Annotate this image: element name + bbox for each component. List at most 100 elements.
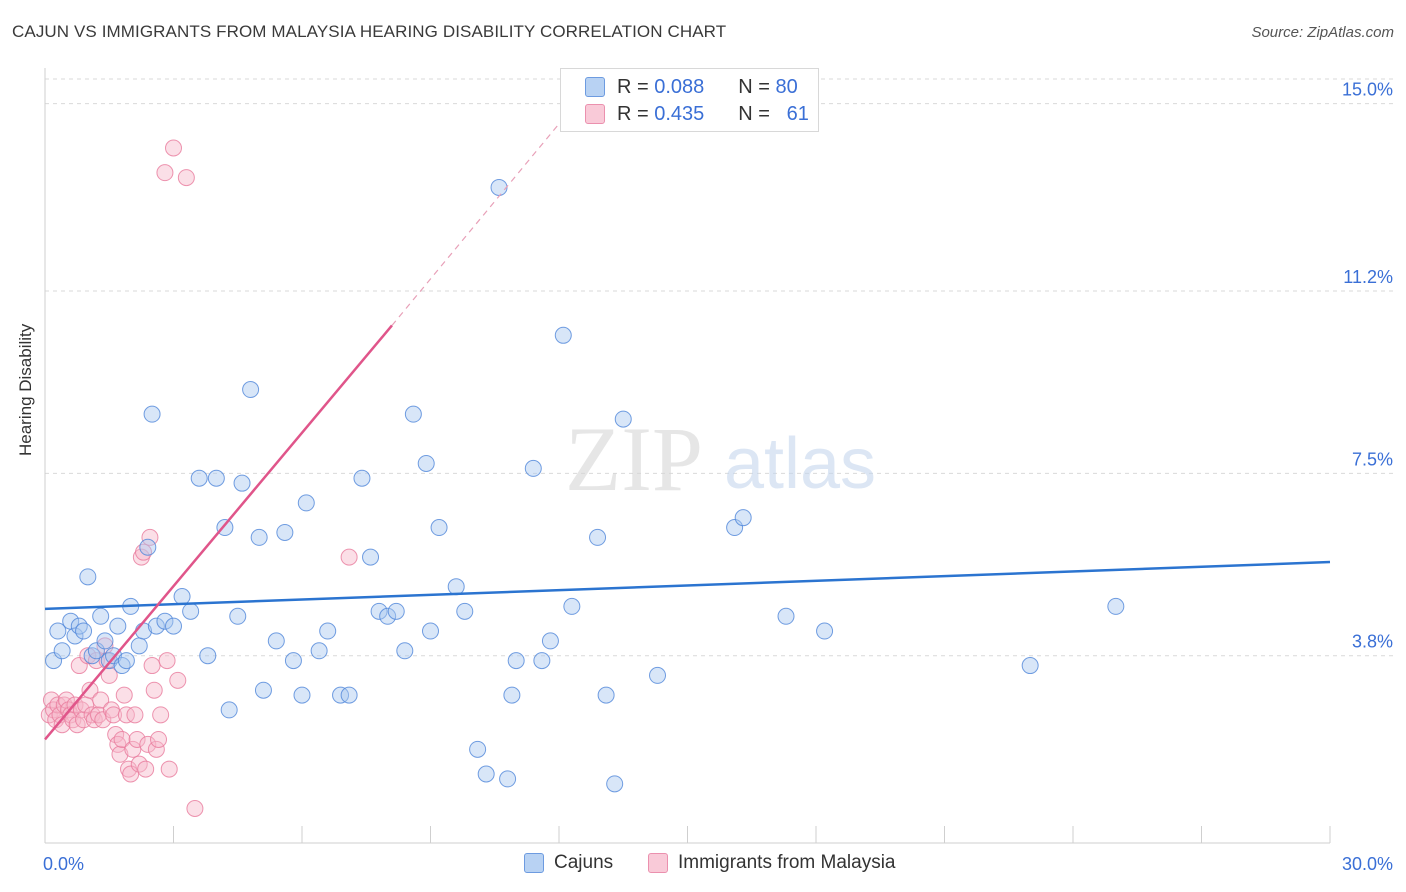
cajun-point <box>75 622 93 640</box>
cajun-point <box>404 405 422 423</box>
cajun-point <box>469 740 487 758</box>
malaysia-point <box>70 657 88 675</box>
legend-row-cajuns: R = 0.088 N = 80 <box>585 75 798 99</box>
malaysia-point <box>160 760 178 778</box>
malaysia-point <box>79 647 97 665</box>
cajun-point <box>340 686 358 704</box>
cajun-point <box>220 701 238 719</box>
cajun-point <box>816 622 834 640</box>
malaysia-point <box>126 706 144 724</box>
malaysia-point <box>150 730 168 748</box>
legend-r-value: 0.088 <box>654 75 705 98</box>
malaysia-point <box>186 799 204 817</box>
cajun-point <box>96 632 114 650</box>
y-tick-label: 3.8% <box>1352 632 1393 652</box>
legend-n-label: N = <box>738 75 770 98</box>
cajun-point <box>541 632 559 650</box>
cajun-point <box>524 459 542 477</box>
malaysia-point <box>124 740 142 758</box>
malaysia-point <box>92 691 110 709</box>
cajun-point <box>1107 597 1125 615</box>
cajun-point <box>130 637 148 655</box>
blue-swatch <box>524 853 544 873</box>
cajun-point <box>139 538 157 556</box>
bottom-legend-malaysia: Immigrants from Malaysia <box>648 852 896 874</box>
cajun-point <box>726 519 744 537</box>
malaysia-point <box>100 666 118 684</box>
blue-swatch <box>585 77 605 97</box>
watermark-atlas: atlas <box>724 424 876 504</box>
cajun-point <box>649 666 667 684</box>
cajun-point <box>353 469 371 487</box>
pink-points <box>40 139 358 817</box>
bottom-legend-label: Immigrants from Malaysia <box>678 852 896 873</box>
cajun-point <box>92 607 110 625</box>
cajun-point <box>447 578 465 596</box>
cajun-point <box>109 617 127 635</box>
malaysia-point <box>81 681 99 699</box>
cajun-point <box>417 454 435 472</box>
cajun-point <box>49 622 67 640</box>
cajun-point <box>207 469 225 487</box>
cajun-point <box>66 627 84 645</box>
axes <box>44 68 1331 844</box>
legend-n-value: 61 <box>786 102 809 125</box>
cajun-point <box>614 410 632 428</box>
malaysia-point <box>169 671 187 689</box>
chart-title: CAJUN VS IMMIGRANTS FROM MALAYSIA HEARIN… <box>12 22 727 41</box>
cajun-point <box>143 405 161 423</box>
cajun-point <box>422 622 439 640</box>
cajun-point <box>319 622 337 640</box>
malaysia-point <box>177 169 195 187</box>
malaysia-point <box>111 745 129 763</box>
cajun-point <box>250 528 268 546</box>
malaysia-point <box>158 652 176 670</box>
cajun-point <box>233 474 251 492</box>
cajun-point <box>199 647 217 665</box>
y-axis-title: Hearing Disability <box>16 323 35 456</box>
malaysia-trendline-extension <box>391 113 569 326</box>
cajun-point <box>503 686 521 704</box>
cajun-point <box>456 602 474 620</box>
legend-n-value: 80 <box>775 75 798 98</box>
malaysia-point <box>145 681 163 699</box>
cajun-point <box>734 509 752 527</box>
malaysia-point <box>143 657 161 675</box>
cajun-point <box>53 642 71 660</box>
cajun-point <box>606 775 624 793</box>
cajun-point <box>387 602 405 620</box>
legend-r-value: 0.435 <box>654 102 705 125</box>
cajun-point <box>216 519 234 537</box>
bottom-legend-cajuns: Cajuns <box>524 852 613 874</box>
cajun-point <box>229 607 247 625</box>
malaysia-point <box>156 164 174 182</box>
malaysia-point <box>137 760 155 778</box>
cajun-point <box>362 548 380 566</box>
y-tick-label: 7.5% <box>1352 449 1393 469</box>
blue-points <box>45 178 1125 793</box>
malaysia-point <box>115 686 133 704</box>
cajun-point <box>477 765 495 783</box>
malaysia-point <box>113 730 131 748</box>
source-label: Source: ZipAtlas.com <box>1251 24 1394 41</box>
cajun-point <box>379 607 397 625</box>
x-tick-label: 0.0% <box>43 854 84 874</box>
malaysia-point <box>152 706 170 724</box>
malaysia-trendline <box>44 324 393 741</box>
watermark: ZIP atlas <box>565 408 876 510</box>
cajun-point <box>490 178 508 196</box>
cajun-trendline <box>44 560 1331 611</box>
malaysia-point <box>128 730 146 748</box>
cajun-point <box>563 597 581 615</box>
cajun-point <box>499 770 517 788</box>
cajun-point <box>284 652 302 670</box>
cajun-point <box>597 686 615 704</box>
cajun-point <box>276 523 294 541</box>
correlation-legend: R = 0.088 N = 80 R = 0.435 N = 61 <box>560 68 819 132</box>
cajun-point <box>165 617 182 635</box>
cajun-point <box>297 494 315 512</box>
cajun-point <box>293 686 311 704</box>
cajun-point <box>87 642 105 660</box>
bottom-legend-label: Cajuns <box>554 852 614 873</box>
